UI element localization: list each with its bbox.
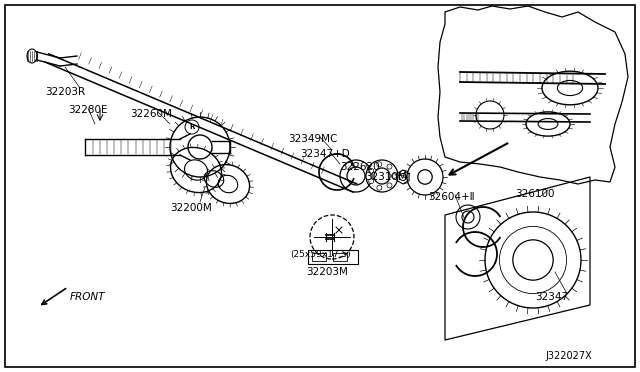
- Text: 32347: 32347: [535, 292, 568, 302]
- Text: 32280E: 32280E: [68, 105, 108, 115]
- Circle shape: [392, 173, 397, 179]
- Text: 322620: 322620: [340, 162, 380, 172]
- Text: 32310M: 32310M: [365, 172, 407, 182]
- Text: FRONT: FRONT: [70, 292, 106, 302]
- Text: 32347+D: 32347+D: [300, 149, 349, 159]
- Circle shape: [377, 162, 382, 167]
- Text: 32203M: 32203M: [306, 267, 348, 277]
- Circle shape: [377, 185, 382, 190]
- Text: 326100: 326100: [515, 189, 554, 199]
- Text: 32604+Ⅱ: 32604+Ⅱ: [428, 192, 475, 202]
- Bar: [308, 250, 358, 264]
- Bar: [312, 253, 326, 261]
- Text: 32203R: 32203R: [45, 87, 85, 97]
- Circle shape: [369, 179, 374, 184]
- Text: R: R: [189, 124, 195, 130]
- Circle shape: [387, 164, 392, 169]
- Bar: [333, 253, 347, 261]
- Circle shape: [387, 183, 392, 188]
- Text: 32260M: 32260M: [130, 109, 172, 119]
- Text: (25x59x17.5): (25x59x17.5): [290, 250, 351, 260]
- Text: 32200M: 32200M: [170, 203, 212, 213]
- Text: 32349MC: 32349MC: [288, 134, 337, 144]
- Text: J322027X: J322027X: [545, 351, 592, 361]
- Circle shape: [369, 168, 374, 173]
